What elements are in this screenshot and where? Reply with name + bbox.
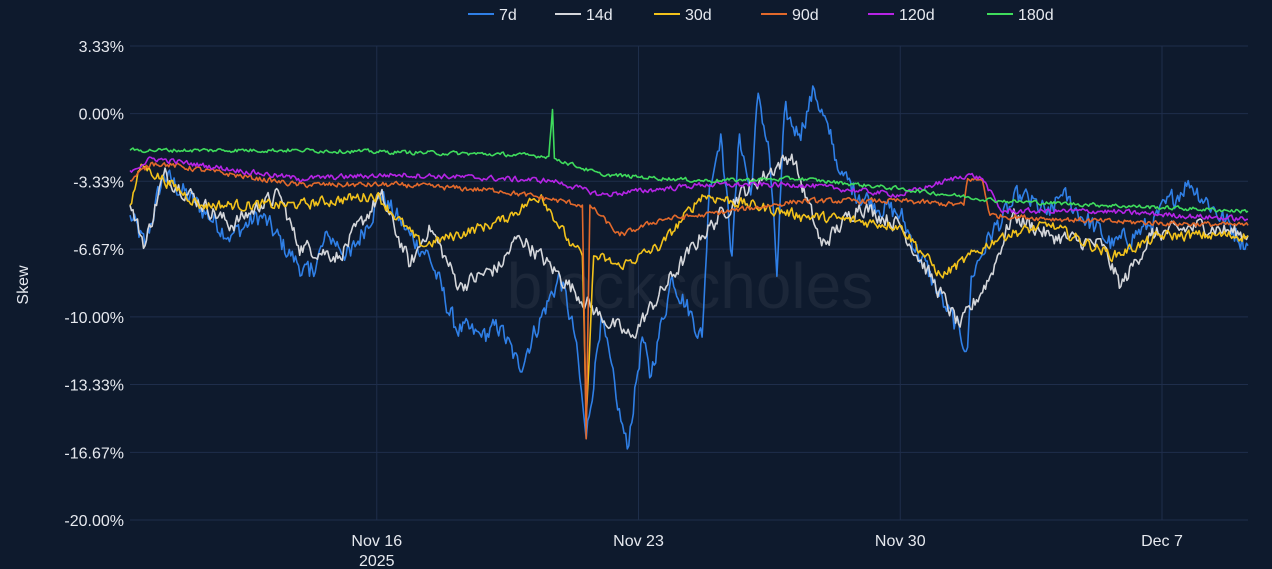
- series-line-14d: [129, 153, 1249, 339]
- x-tick-label: Nov 23: [613, 533, 664, 550]
- x-tick-label: Dec 7: [1141, 533, 1183, 550]
- y-tick-label: -6.67%: [73, 242, 124, 259]
- legend-label: 7d: [499, 7, 517, 24]
- x-tick-label: Nov 16: [351, 533, 402, 550]
- y-tick-label: 0.00%: [79, 107, 124, 124]
- legend: 7d 14d 30d 90d 120d 180d: [468, 7, 1054, 24]
- y-tick-label: -3.33%: [73, 174, 124, 191]
- legend-label: 120d: [899, 7, 935, 24]
- y-axis-title: Skew: [15, 265, 32, 305]
- legend-item-180d[interactable]: 180d: [987, 7, 1054, 24]
- x-tick-sublabel: 2025: [359, 553, 395, 569]
- x-tick-label: Nov 30: [875, 533, 926, 550]
- series-line-30d: [129, 163, 1249, 420]
- y-tick-label: -16.67%: [64, 445, 124, 462]
- series-line-180d: [129, 108, 1249, 214]
- series-line-120d: [129, 156, 1249, 222]
- y-tick-label: 3.33%: [79, 39, 124, 56]
- legend-item-120d[interactable]: 120d: [868, 7, 935, 24]
- y-tick-label: -20.00%: [64, 513, 124, 530]
- legend-item-14d[interactable]: 14d: [555, 7, 613, 24]
- y-tick-label: -10.00%: [64, 310, 124, 327]
- series-lines: [129, 85, 1249, 450]
- y-axis-ticks: 3.33% 0.00% -3.33% -6.67% -10.00% -13.33% -16.…: [64, 39, 124, 530]
- legend-label: 14d: [586, 7, 613, 24]
- legend-item-90d[interactable]: 90d: [761, 7, 819, 24]
- legend-item-7d[interactable]: 7d: [468, 7, 517, 24]
- legend-item-30d[interactable]: 30d: [654, 7, 712, 24]
- legend-label: 30d: [685, 7, 712, 24]
- x-axis-ticks: Nov 16 2025 Nov 23 Nov 30 Dec 7: [351, 533, 1183, 569]
- legend-label: 90d: [792, 7, 819, 24]
- series-line-7d: [129, 85, 1249, 450]
- y-tick-label: -13.33%: [64, 377, 124, 394]
- series-line-90d: [129, 161, 1249, 440]
- legend-label: 180d: [1018, 7, 1054, 24]
